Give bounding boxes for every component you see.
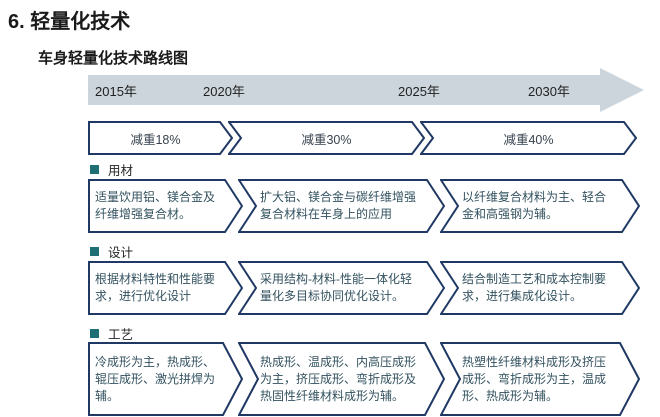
milestone-chevron: 减重30% [228,121,425,155]
section-label: 用材 [108,164,134,178]
roadmap-box-text: 热成形、温成形、内高压成形为主，挤压成形、弯折成形及热固性纤维材料成形为辅。 [260,354,417,403]
roadmap-box-text: 扩大铝、镁合金与碳纤维增强复合材料在车身上的应用 [260,190,417,221]
roadmap-box: 热塑性纤维材料成形及挤压成形、弯折成形为主，温成形、热成形为辅。 [440,342,640,416]
roadmap-box-text: 热塑性纤维材料成形及挤压成形、弯折成形为主，温成形、热成形为辅。 [462,354,607,403]
square-bullet-icon [90,247,99,256]
year-label: 2025年 [398,84,440,99]
milestone-label: 减重18% [130,132,181,147]
process-row: 冷成形为主，热成形、辊压成形、激光拼焊为辅。 热成形、温成形、内高压成形为主，挤… [88,342,648,416]
roadmap-box-text: 采用结构-材料-性能一体化轻量化多目标协同优化设计。 [260,272,412,303]
timeline-arrow: 2015年 2020年 2025年 2030年 [88,68,648,112]
materials-row: 适量饮用铝、镁合金及纤维增强复合材。 扩大铝、镁合金与碳纤维增强复合材料在车身上… [88,179,648,233]
section-header-design: 设计 [90,242,133,261]
page-title: 6. 轻量化技术 [8,11,131,33]
section-label: 工艺 [108,328,134,342]
milestone-chevron: 减重40% [420,121,637,155]
year-label: 2020年 [203,84,245,99]
milestone-label: 减重30% [301,132,352,147]
roadmap-box-text: 根据材料特性和性能要求，进行优化设计 [95,272,216,303]
design-row: 根据材料特性和性能要求，进行优化设计 采用结构-材料-性能一体化轻量化多目标协同… [88,261,648,315]
timeline-arrow-shape [88,68,644,112]
milestone-row: 减重18% 减重30% 减重40% [88,121,648,155]
section-header-process: 工艺 [90,324,133,343]
roadmap-box: 根据材料特性和性能要求，进行优化设计 [88,261,243,315]
roadmap-box: 扩大铝、镁合金与碳纤维增强复合材料在车身上的应用 [238,179,445,233]
milestone-chevron: 减重18% [88,121,233,155]
roadmap-box: 采用结构-材料-性能一体化轻量化多目标协同优化设计。 [238,261,445,315]
square-bullet-icon [90,329,99,338]
milestone-label: 减重40% [503,132,554,147]
roadmap-box-text: 适量饮用铝、镁合金及纤维增强复合材。 [95,190,216,221]
section-header-materials: 用材 [90,160,133,179]
roadmap-box-text: 冷成形为主，热成形、辊压成形、激光拼焊为辅。 [95,354,216,403]
year-label: 2015年 [95,84,137,99]
roadmap-box: 适量饮用铝、镁合金及纤维增强复合材。 [88,179,243,233]
roadmap-box-text: 结合制造工艺和成本控制要求，进行集成化设计。 [462,272,607,303]
section-label: 设计 [108,246,134,260]
roadmap-box: 冷成形为主，热成形、辊压成形、激光拼焊为辅。 [88,342,243,416]
square-bullet-icon [90,165,99,174]
roadmap-box: 热成形、温成形、内高压成形为主，挤压成形、弯折成形及热固性纤维材料成形为辅。 [238,342,445,416]
roadmap-box: 结合制造工艺和成本控制要求，进行集成化设计。 [440,261,640,315]
page-subtitle: 车身轻量化技术路线图 [38,50,189,67]
year-label: 2030年 [528,84,570,99]
roadmap-box: 以纤维复合材料为主、轻合金和高强钢为辅。 [440,179,640,233]
roadmap-box-text: 以纤维复合材料为主、轻合金和高强钢为辅。 [462,190,607,221]
